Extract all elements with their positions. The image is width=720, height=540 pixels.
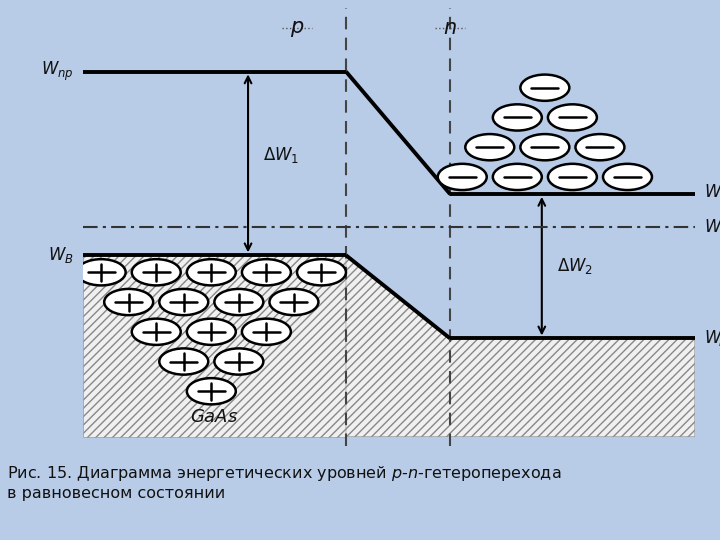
Ellipse shape: [159, 348, 208, 375]
Ellipse shape: [132, 319, 181, 345]
Ellipse shape: [104, 289, 153, 315]
Ellipse shape: [269, 289, 318, 315]
Ellipse shape: [215, 348, 264, 375]
Polygon shape: [346, 255, 695, 437]
Ellipse shape: [492, 104, 541, 131]
Ellipse shape: [575, 134, 624, 160]
Ellipse shape: [215, 289, 264, 315]
Ellipse shape: [187, 319, 236, 345]
Ellipse shape: [603, 164, 652, 190]
Text: $p$: $p$: [290, 19, 304, 39]
Ellipse shape: [76, 259, 126, 286]
Text: $\Delta W_1$: $\Delta W_1$: [264, 145, 300, 165]
Ellipse shape: [438, 164, 487, 190]
Text: $W_{\!B}$: $W_{\!B}$: [704, 328, 720, 348]
Ellipse shape: [548, 104, 597, 131]
Text: $\Delta W_2$: $\Delta W_2$: [557, 256, 593, 276]
Text: $GaAs$: $GaAs$: [190, 408, 238, 426]
Text: $W_{np}$: $W_{np}$: [41, 60, 73, 83]
Ellipse shape: [132, 259, 181, 286]
Text: $W_F$: $W_F$: [704, 217, 720, 237]
Text: $W_{np}$: $W_{np}$: [704, 183, 720, 206]
Ellipse shape: [187, 259, 236, 286]
Ellipse shape: [242, 319, 291, 345]
Ellipse shape: [187, 378, 236, 404]
Text: Рис. 15. Диаграмма энергетических уровней $p$-$n$-гетероперехода
в равновесном с: Рис. 15. Диаграмма энергетических уровне…: [7, 464, 562, 501]
Ellipse shape: [492, 164, 541, 190]
Text: $W_B$: $W_B$: [48, 245, 73, 265]
Ellipse shape: [521, 134, 570, 160]
Ellipse shape: [242, 259, 291, 286]
Ellipse shape: [465, 134, 514, 160]
Ellipse shape: [159, 289, 208, 315]
Text: $n$: $n$: [443, 19, 457, 38]
Ellipse shape: [297, 259, 346, 286]
Ellipse shape: [548, 164, 597, 190]
Polygon shape: [83, 255, 346, 437]
Ellipse shape: [521, 75, 570, 101]
